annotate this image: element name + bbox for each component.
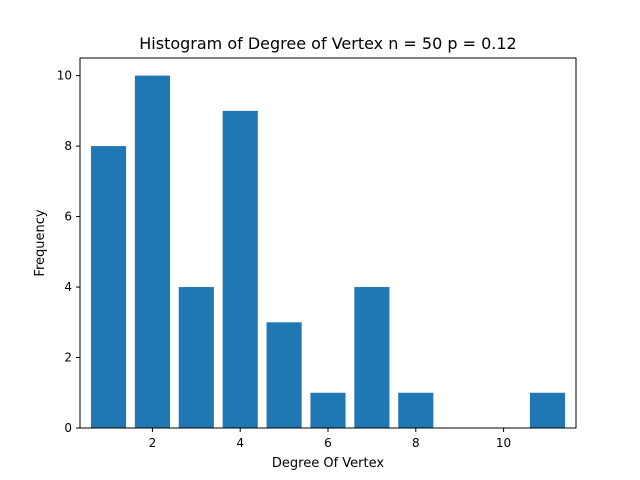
y-tick-label: 6	[64, 210, 72, 224]
y-tick-label: 0	[64, 421, 72, 435]
x-tick-label: 8	[412, 436, 420, 450]
x-tick-label: 6	[324, 436, 332, 450]
x-axis-ticks: 2 4 6 8 10	[149, 428, 511, 450]
x-axis-label: Degree Of Vertex	[272, 456, 384, 471]
bar-degree-7	[354, 287, 390, 428]
bar-degree-2	[134, 75, 170, 428]
bar-degree-6	[310, 392, 346, 428]
bar-degree-1	[90, 146, 127, 428]
y-tick-label: 10	[57, 69, 72, 83]
chart-title: Histogram of Degree of Vertex n = 50 p =…	[139, 34, 516, 53]
bar-degree-8	[398, 392, 434, 428]
y-tick-label: 8	[64, 139, 72, 153]
y-axis-label: Frequency	[33, 209, 48, 276]
x-tick-label: 4	[236, 436, 244, 450]
x-tick-label: 10	[496, 436, 511, 450]
y-axis-ticks: 0 2 4 6 8 10	[57, 69, 80, 435]
y-tick-label: 2	[64, 351, 72, 365]
bar-degree-4	[222, 110, 258, 428]
bar-degree-5	[266, 322, 302, 428]
bar-degree-3	[178, 287, 214, 428]
y-tick-label: 4	[64, 280, 72, 294]
bar-degree-11	[529, 392, 566, 428]
bar-group	[90, 75, 566, 428]
x-tick-label: 2	[149, 436, 157, 450]
